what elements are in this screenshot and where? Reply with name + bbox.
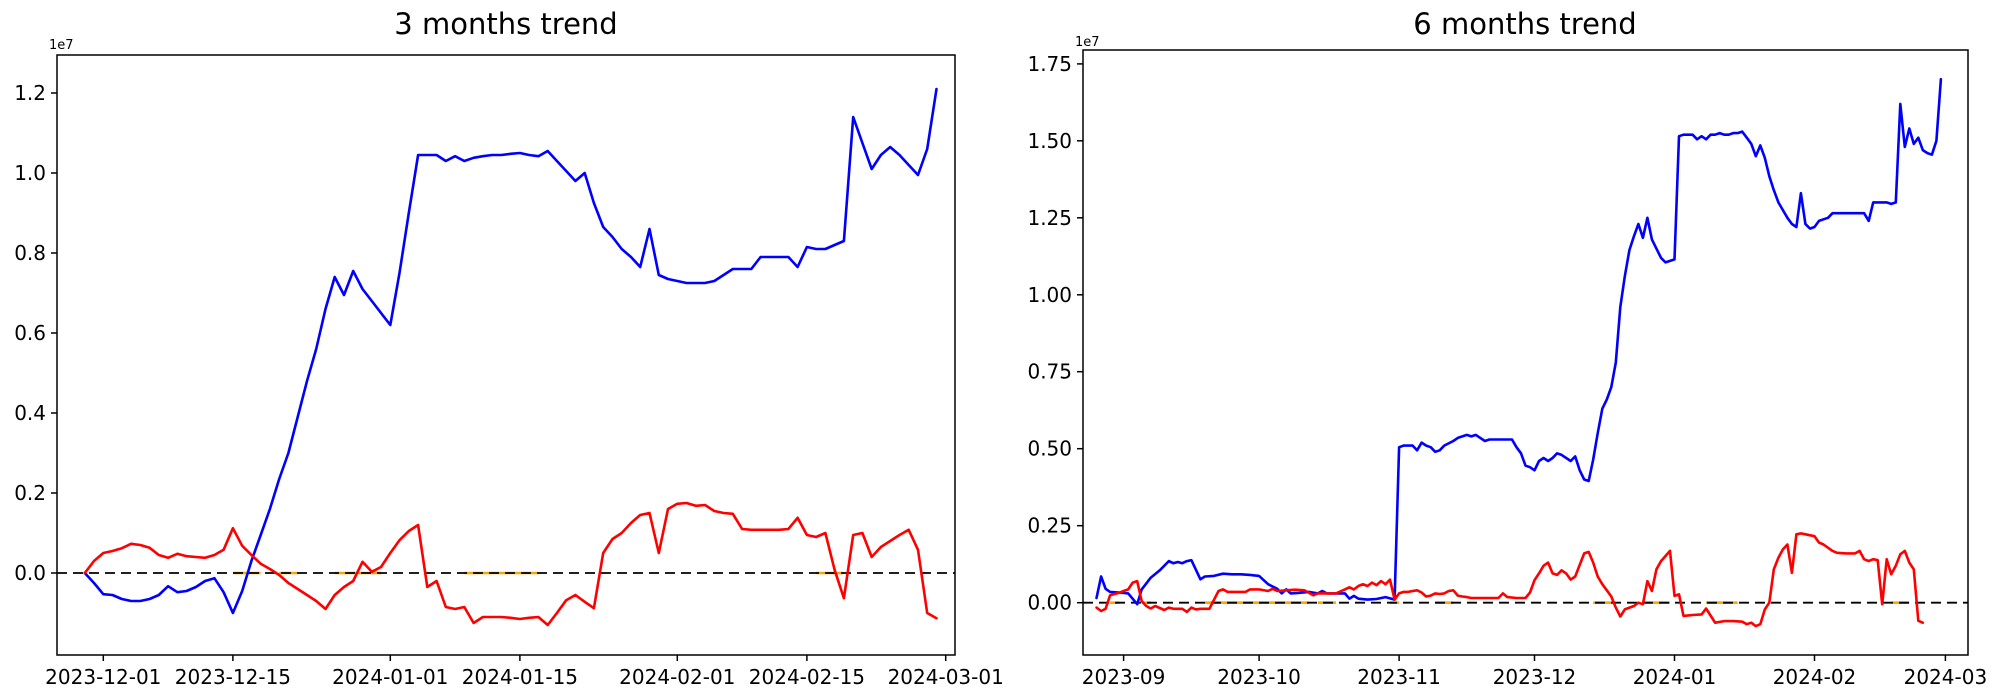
plot-border (56, 54, 956, 656)
y-tick-label: 0.4 (14, 401, 46, 425)
y-tick-label: 0.2 (14, 481, 46, 505)
x-tick-label: 2023-10 (1217, 665, 1301, 689)
y-tick-label: 0.0 (14, 561, 46, 585)
series-line-red (83, 501, 938, 627)
y-tick-label: 0.8 (14, 241, 46, 265)
y-axis-scale-label-left: 1e7 (49, 38, 74, 53)
series-line-red (1095, 532, 1925, 628)
x-tick-label: 2024-03-01 (888, 665, 1004, 689)
plot-border (1082, 49, 1969, 656)
chart-title-6-months: 6 months trend (1413, 7, 1636, 41)
x-tick-label: 2023-12 (1493, 665, 1577, 689)
y-tick-label: 1.25 (1027, 206, 1072, 230)
y-tick-label: 0.25 (1027, 514, 1072, 538)
y-tick-label: 1.2 (14, 81, 46, 105)
chart-title-3-months: 3 months trend (394, 7, 617, 41)
x-tick-label: 2024-01 (1633, 665, 1717, 689)
plot-layer: 2023-12-01 2023-12-15 2024-01-01 2024-01-15… (14, 49, 1988, 689)
y-tick-label: 0.75 (1027, 360, 1072, 384)
y-tick-label: 1.0 (14, 161, 46, 185)
y-tick-label: 1.75 (1027, 52, 1072, 76)
x-tick-label: 2023-12-15 (175, 665, 291, 689)
y-tick-label: 0.50 (1027, 437, 1072, 461)
y-tick-label: 1.50 (1027, 129, 1072, 153)
y-tick-label: 0.00 (1027, 591, 1072, 615)
y-tick-label: 1.00 (1027, 283, 1072, 307)
x-tick-label: 2024-01-15 (462, 665, 578, 689)
x-tick-label: 2023-11 (1357, 665, 1441, 689)
x-tick-label: 2023-09 (1082, 665, 1166, 689)
x-tick-label: 2024-02 (1773, 665, 1857, 689)
x-tick-label: 2024-03 (1904, 665, 1988, 689)
x-tick-label: 2024-02-01 (619, 665, 735, 689)
y-tick-label: 0.6 (14, 321, 46, 345)
y-axis-scale-label-right: 1e7 (1075, 35, 1100, 50)
x-tick-label: 2024-01-01 (332, 665, 448, 689)
series-line-blue (83, 87, 938, 615)
series-line-blue (1095, 77, 1943, 606)
x-tick-label: 2024-02-15 (749, 665, 865, 689)
x-tick-label: 2023-12-01 (45, 665, 161, 689)
